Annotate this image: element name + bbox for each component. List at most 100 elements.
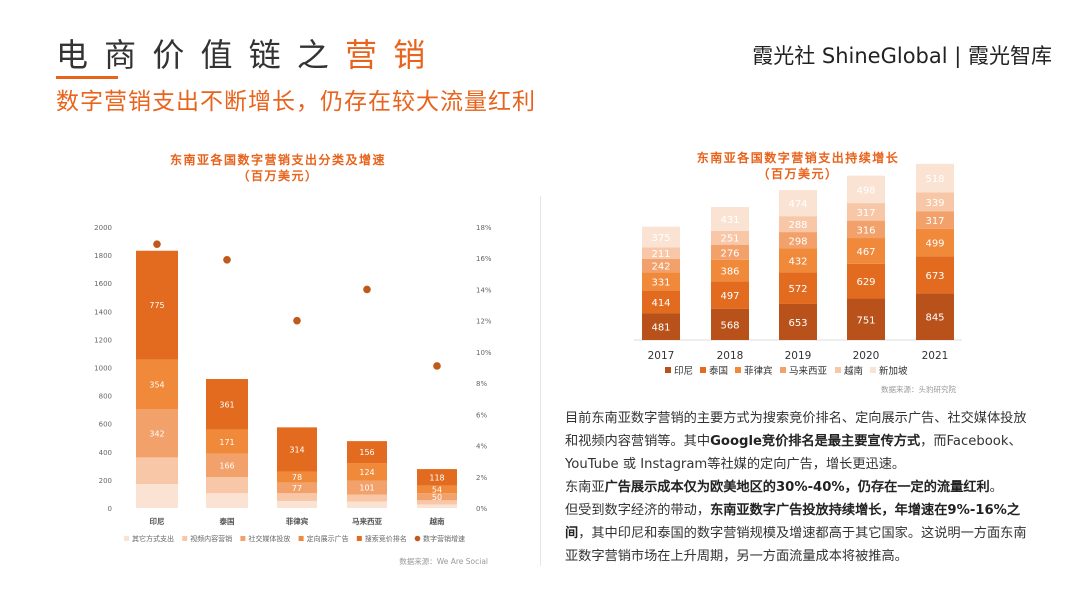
y-tick-label: 400 bbox=[99, 449, 112, 457]
bar-value-label: 845 bbox=[925, 313, 944, 324]
bar-value-label: 251 bbox=[720, 234, 739, 245]
bar-value-label: 775 bbox=[149, 301, 164, 310]
bar-segment bbox=[779, 216, 817, 233]
bar-value-label: 342 bbox=[149, 429, 164, 438]
bar-value-label: 316 bbox=[856, 225, 875, 236]
description-text: 目前东南亚数字营销的主要方式为搜索竞价排名、定向展示广告、社交媒体投放和视频内容… bbox=[565, 407, 1035, 568]
page-title: 电 商 价 值 链 之 营 销 bbox=[56, 30, 428, 76]
bar-value-label: 467 bbox=[856, 247, 875, 258]
bar-segment bbox=[847, 263, 885, 299]
bar-value-label: 101 bbox=[359, 484, 374, 493]
legend-swatch bbox=[240, 536, 246, 541]
bar-value-label: 211 bbox=[651, 249, 670, 260]
bar-segment bbox=[417, 504, 457, 508]
bar-segment bbox=[277, 493, 317, 501]
y-tick-label: 2000 bbox=[94, 224, 112, 232]
bar-value-label: 171 bbox=[219, 438, 234, 447]
description-p2: 东南亚广告展示成本仅为欧美地区的30%-40%，仍存在一定的流量红利。 bbox=[565, 476, 1035, 499]
bar-value-label: 331 bbox=[651, 277, 670, 288]
bar-value-label: 78 bbox=[292, 473, 302, 482]
page-subtitle: 数字营销支出不断增长，仍存在较大流量红利 bbox=[56, 89, 536, 115]
legend-label: 其它方式支出 bbox=[132, 534, 174, 543]
bar-value-label: 481 bbox=[651, 323, 670, 334]
bar-segment bbox=[206, 493, 248, 508]
bar-segment bbox=[916, 192, 954, 212]
bar-segment bbox=[847, 203, 885, 221]
y2-tick-label: 0% bbox=[476, 505, 487, 513]
bar-segment bbox=[347, 494, 387, 502]
bar-segment bbox=[277, 427, 317, 472]
x-tick-label: 马来西亚 bbox=[352, 516, 382, 526]
chart1-title: 东南亚各国数字营销支出分类及增速 bbox=[170, 152, 386, 167]
desc-p3-end: ，其中印尼和泰国的数字营销规模及增速都高于其它国家。这说明一方面东南亚数字营销市… bbox=[565, 526, 1027, 564]
y-tick-label: 800 bbox=[99, 393, 112, 401]
page-title-main: 电 商 价 值 链 之 bbox=[56, 36, 346, 74]
legend-swatch bbox=[665, 367, 671, 373]
bar-segment bbox=[711, 244, 749, 260]
bar-segment bbox=[642, 226, 680, 248]
x-tick-label: 菲律宾 bbox=[286, 516, 309, 526]
bar-value-label: 499 bbox=[925, 238, 944, 249]
x-tick-label: 印尼 bbox=[150, 516, 165, 526]
legend-label: 搜索竞价排名 bbox=[365, 534, 407, 543]
bar-segment bbox=[916, 211, 954, 229]
bar-value-label: 414 bbox=[651, 298, 670, 309]
bar-segment bbox=[347, 441, 387, 464]
bar-value-label: 339 bbox=[925, 198, 944, 209]
y-tick-label: 1400 bbox=[94, 308, 112, 316]
bar-value-label: 431 bbox=[720, 215, 739, 226]
bar-segment bbox=[779, 248, 817, 273]
bar-segment bbox=[277, 471, 317, 483]
bar-value-label: 317 bbox=[856, 208, 875, 219]
brand-logo-text: 霞光社 ShineGlobal | 霞光智库 bbox=[752, 44, 1052, 68]
legend-label: 社交媒体投放 bbox=[248, 534, 290, 543]
y2-tick-label: 2% bbox=[476, 474, 487, 482]
bar-value-label: 474 bbox=[788, 199, 807, 210]
bar-value-label: 497 bbox=[720, 291, 739, 302]
y-tick-label: 1800 bbox=[94, 252, 112, 260]
desc-p2-bold: 广告展示成本仅为欧美地区的30%-40%，仍存在一定的流量红利 bbox=[604, 480, 990, 495]
bar-value-label: 386 bbox=[720, 267, 739, 278]
y-tick-label: 200 bbox=[99, 477, 112, 485]
legend-swatch bbox=[298, 536, 304, 541]
legend-swatch bbox=[356, 536, 362, 541]
y-tick-label: 0 bbox=[108, 505, 112, 513]
bar-segment bbox=[277, 482, 317, 494]
legend-swatch bbox=[700, 367, 706, 373]
growth-dot bbox=[293, 316, 301, 325]
bar-segment bbox=[916, 256, 954, 294]
legend-swatch bbox=[124, 536, 129, 541]
bar-segment bbox=[779, 303, 817, 340]
y2-tick-label: 6% bbox=[476, 411, 487, 419]
y2-tick-label: 4% bbox=[476, 443, 487, 451]
bar-value-label: 242 bbox=[651, 262, 670, 273]
bar-segment bbox=[136, 457, 178, 485]
legend-label: 泰国 bbox=[709, 365, 728, 377]
bar-segment bbox=[417, 469, 457, 486]
bar-segment bbox=[642, 272, 680, 291]
bar-segment bbox=[277, 500, 317, 508]
bar-value-label: 77 bbox=[292, 484, 302, 493]
bar-segment bbox=[711, 259, 749, 282]
bar-segment bbox=[642, 290, 680, 314]
y-tick-label: 1200 bbox=[94, 336, 112, 344]
chart2-title: 东南亚各国数字营销支出持续增长 bbox=[697, 150, 900, 165]
bar-value-label: 629 bbox=[856, 277, 875, 288]
y2-tick-label: 10% bbox=[476, 349, 492, 357]
legend-label: 新加坡 bbox=[879, 365, 908, 377]
bar-value-label: 54 bbox=[432, 485, 442, 494]
bar-value-label: 314 bbox=[289, 445, 304, 454]
bar-segment bbox=[206, 477, 248, 494]
bar-segment bbox=[779, 190, 817, 217]
bar-segment bbox=[417, 493, 457, 501]
legend-label: 定向展示广告 bbox=[307, 534, 349, 543]
legend-label: 视频内容营销 bbox=[190, 534, 232, 543]
desc-p1-text: 目前东南亚数字营销的主要方式为搜索竞价排名、定向展示广告、社交媒体投放和视频内容… bbox=[565, 411, 1027, 449]
bar-value-label: 298 bbox=[788, 236, 807, 247]
x-tick-label: 2017 bbox=[648, 350, 675, 362]
bar-segment bbox=[847, 175, 885, 204]
y2-tick-label: 12% bbox=[476, 318, 492, 326]
bar-segment bbox=[206, 453, 248, 478]
title-underline bbox=[56, 76, 118, 79]
legend-label: 马来西亚 bbox=[789, 366, 828, 377]
